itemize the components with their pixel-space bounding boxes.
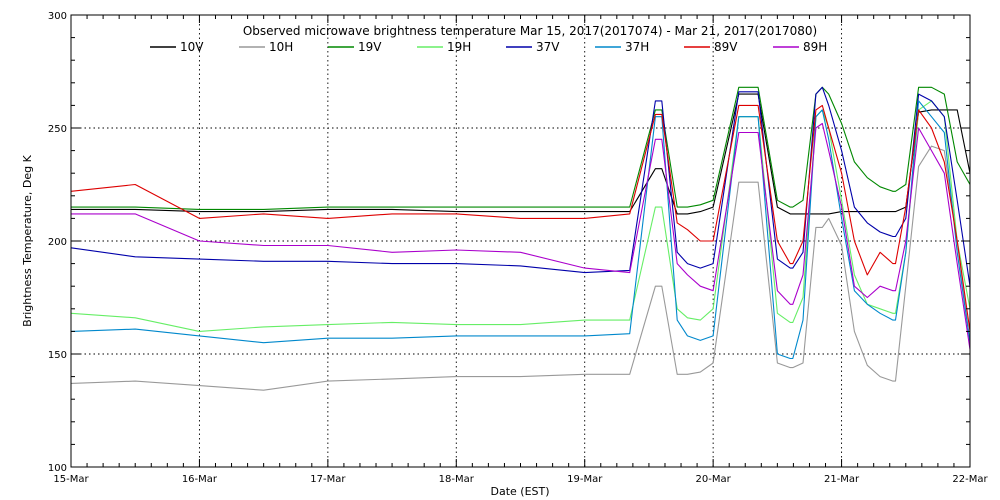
x-tick-label: 17-Mar <box>310 474 346 485</box>
legend-label-19h: 19H <box>447 40 471 54</box>
series-line-89h <box>71 122 971 350</box>
y-tick-label: 150 <box>48 350 67 361</box>
legend-label-37h: 37H <box>625 40 649 54</box>
x-tick-label: 19-Mar <box>567 474 603 485</box>
x-tick-label: 15-Mar <box>53 474 89 485</box>
series-line-10v <box>71 93 971 215</box>
series-lines <box>70 86 971 391</box>
y-tick-label: 300 <box>48 11 67 22</box>
series-line-10h <box>70 145 971 391</box>
x-tick-label: 16-Mar <box>182 474 218 485</box>
y-tick-label: 200 <box>48 237 67 248</box>
axis-ticks <box>70 14 971 468</box>
x-tick-label: 18-Mar <box>439 474 475 485</box>
legend-label-89v: 89V <box>714 40 738 54</box>
x-axis-title: Date (EST) <box>490 485 549 498</box>
legend-label-10h: 10H <box>269 40 293 54</box>
legend-label-19v: 19V <box>358 40 382 54</box>
y-axis-title: Brightness Temperature, Deg K <box>21 154 34 326</box>
legend-label-37v: 37V <box>536 40 560 54</box>
legend-label-89h: 89H <box>803 40 827 54</box>
y-tick-labels: 100 150 200 250 300 <box>48 11 67 474</box>
series-line-19h <box>70 100 971 332</box>
series-line-89v <box>70 104 971 332</box>
x-tick-label: 22-Mar <box>952 474 988 485</box>
x-tick-label: 20-Mar <box>696 474 732 485</box>
x-tick-labels: 15-Mar 16-Mar 17-Mar 18-Mar 19-Mar 20-Mar 21-M… <box>53 474 988 485</box>
y-tick-label: 250 <box>48 124 67 135</box>
legend-label-10v: 10V <box>180 40 204 54</box>
x-tick-label: 21-Mar <box>824 474 860 485</box>
series-line-37v <box>70 86 971 287</box>
legend: 10V 10H 19V 19H 37V 37H 89V 89H <box>150 40 827 54</box>
series-line-37h <box>70 100 971 360</box>
y-tick-label: 100 <box>48 463 67 474</box>
chart-title: Observed microwave brightness temperatur… <box>243 24 817 38</box>
series-line-19v <box>71 86 971 210</box>
